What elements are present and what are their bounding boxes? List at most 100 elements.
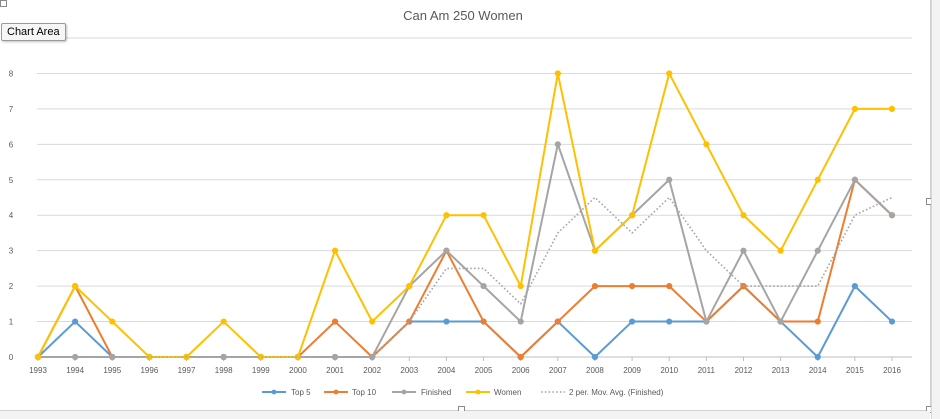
x-tick-label: 2011 xyxy=(698,366,716,375)
gridlines xyxy=(37,37,912,358)
data-point xyxy=(480,318,487,325)
data-point xyxy=(666,70,673,77)
data-point xyxy=(814,318,821,325)
data-point xyxy=(480,283,487,290)
x-tick-label: 2016 xyxy=(883,366,901,375)
data-point xyxy=(666,283,673,290)
data-point xyxy=(443,212,450,219)
x-tick-label: 2002 xyxy=(363,366,381,375)
data-point xyxy=(814,247,821,254)
x-tick-label: 1998 xyxy=(215,366,233,375)
data-point xyxy=(72,283,79,290)
data-point xyxy=(851,283,858,290)
legend-marker xyxy=(333,389,339,395)
x-tick-label: 1994 xyxy=(66,366,84,375)
x-tick-label: 2014 xyxy=(809,366,827,375)
series-line xyxy=(75,196,893,358)
series-3 xyxy=(34,70,896,361)
data-point xyxy=(703,318,710,325)
x-axis: 1993 1994 1995 1996 1997 1998 1999 2000 2001 2002… xyxy=(29,357,901,375)
y-tick-label: 5 xyxy=(9,176,14,185)
data-point xyxy=(109,318,116,325)
x-tick-label: 2009 xyxy=(623,366,641,375)
series-line xyxy=(37,72,892,358)
y-tick-label: 3 xyxy=(9,247,14,256)
data-point xyxy=(851,176,858,183)
data-point xyxy=(554,141,561,148)
legend-label: Women xyxy=(494,388,521,397)
data-point xyxy=(480,212,487,219)
data-point xyxy=(888,105,896,112)
data-point xyxy=(220,318,227,325)
data-point xyxy=(888,212,896,219)
data-point xyxy=(443,247,450,254)
y-tick-label: 8 xyxy=(9,69,14,78)
x-tick-label: 1999 xyxy=(252,366,270,375)
legend-item: Finished xyxy=(392,388,451,397)
data-point xyxy=(591,353,599,361)
y-tick-label: 7 xyxy=(9,105,14,114)
data-point xyxy=(851,105,858,112)
data-point xyxy=(517,283,524,290)
data-point xyxy=(740,212,747,219)
x-tick-label: 2015 xyxy=(846,366,864,375)
legend-item: Women xyxy=(466,388,521,397)
data-point xyxy=(554,318,561,325)
data-point xyxy=(331,247,339,254)
x-tick-label: 1995 xyxy=(103,366,121,375)
y-tick-label: 6 xyxy=(9,140,14,149)
legend-marker xyxy=(401,389,407,395)
y-tick-label: 0 xyxy=(9,353,14,362)
data-point xyxy=(34,353,42,361)
data-point xyxy=(591,283,599,290)
legend-marker xyxy=(271,389,277,395)
x-tick-label: 2001 xyxy=(326,366,344,375)
x-tick-label: 1997 xyxy=(178,366,196,375)
data-point xyxy=(666,318,673,325)
data-point xyxy=(628,212,636,219)
data-point xyxy=(740,247,747,254)
data-point xyxy=(814,176,821,183)
y-tick-label: 4 xyxy=(9,211,14,220)
legend-marker xyxy=(475,389,481,395)
legend-label: Finished xyxy=(421,388,451,397)
legend-item: Top 10 xyxy=(324,388,377,397)
x-tick-label: 2012 xyxy=(735,366,753,375)
series-layer xyxy=(34,70,896,361)
x-tick-label: 2004 xyxy=(438,366,456,375)
y-axis: 0 1 2 3 4 5 6 7 8 xyxy=(9,69,14,362)
data-point xyxy=(517,353,524,361)
data-point xyxy=(628,318,636,325)
x-tick-label: 2003 xyxy=(400,366,418,375)
series-4 xyxy=(75,196,893,358)
y-tick-label: 2 xyxy=(9,282,14,291)
legend-label: 2 per. Mov. Avg. (Finished) xyxy=(569,388,664,397)
resize-handle-top-left[interactable] xyxy=(0,0,7,7)
chart-title: Can Am 250 Women xyxy=(403,8,523,23)
data-point xyxy=(777,247,784,254)
data-point xyxy=(888,318,896,325)
data-point xyxy=(591,247,599,254)
data-point xyxy=(628,283,636,290)
y-tick-label: 1 xyxy=(9,318,14,327)
x-tick-label: 2006 xyxy=(512,366,530,375)
data-point xyxy=(666,176,673,183)
x-tick-label: 2000 xyxy=(289,366,307,375)
x-tick-label: 2007 xyxy=(549,366,567,375)
legend-label: Top 5 xyxy=(291,388,311,397)
data-point xyxy=(554,70,561,77)
data-point xyxy=(331,318,339,325)
x-tick-label: 2013 xyxy=(772,366,790,375)
data-point xyxy=(443,318,450,325)
data-point xyxy=(406,283,413,290)
data-point xyxy=(703,141,710,148)
legend-item: 2 per. Mov. Avg. (Finished) xyxy=(541,388,664,397)
legend-label: Top 10 xyxy=(352,388,377,397)
x-tick-label: 2005 xyxy=(475,366,493,375)
sheet-edge-bottom xyxy=(0,411,930,419)
data-point xyxy=(777,318,784,325)
data-point xyxy=(72,318,79,325)
sheet-edge-right xyxy=(931,0,940,419)
